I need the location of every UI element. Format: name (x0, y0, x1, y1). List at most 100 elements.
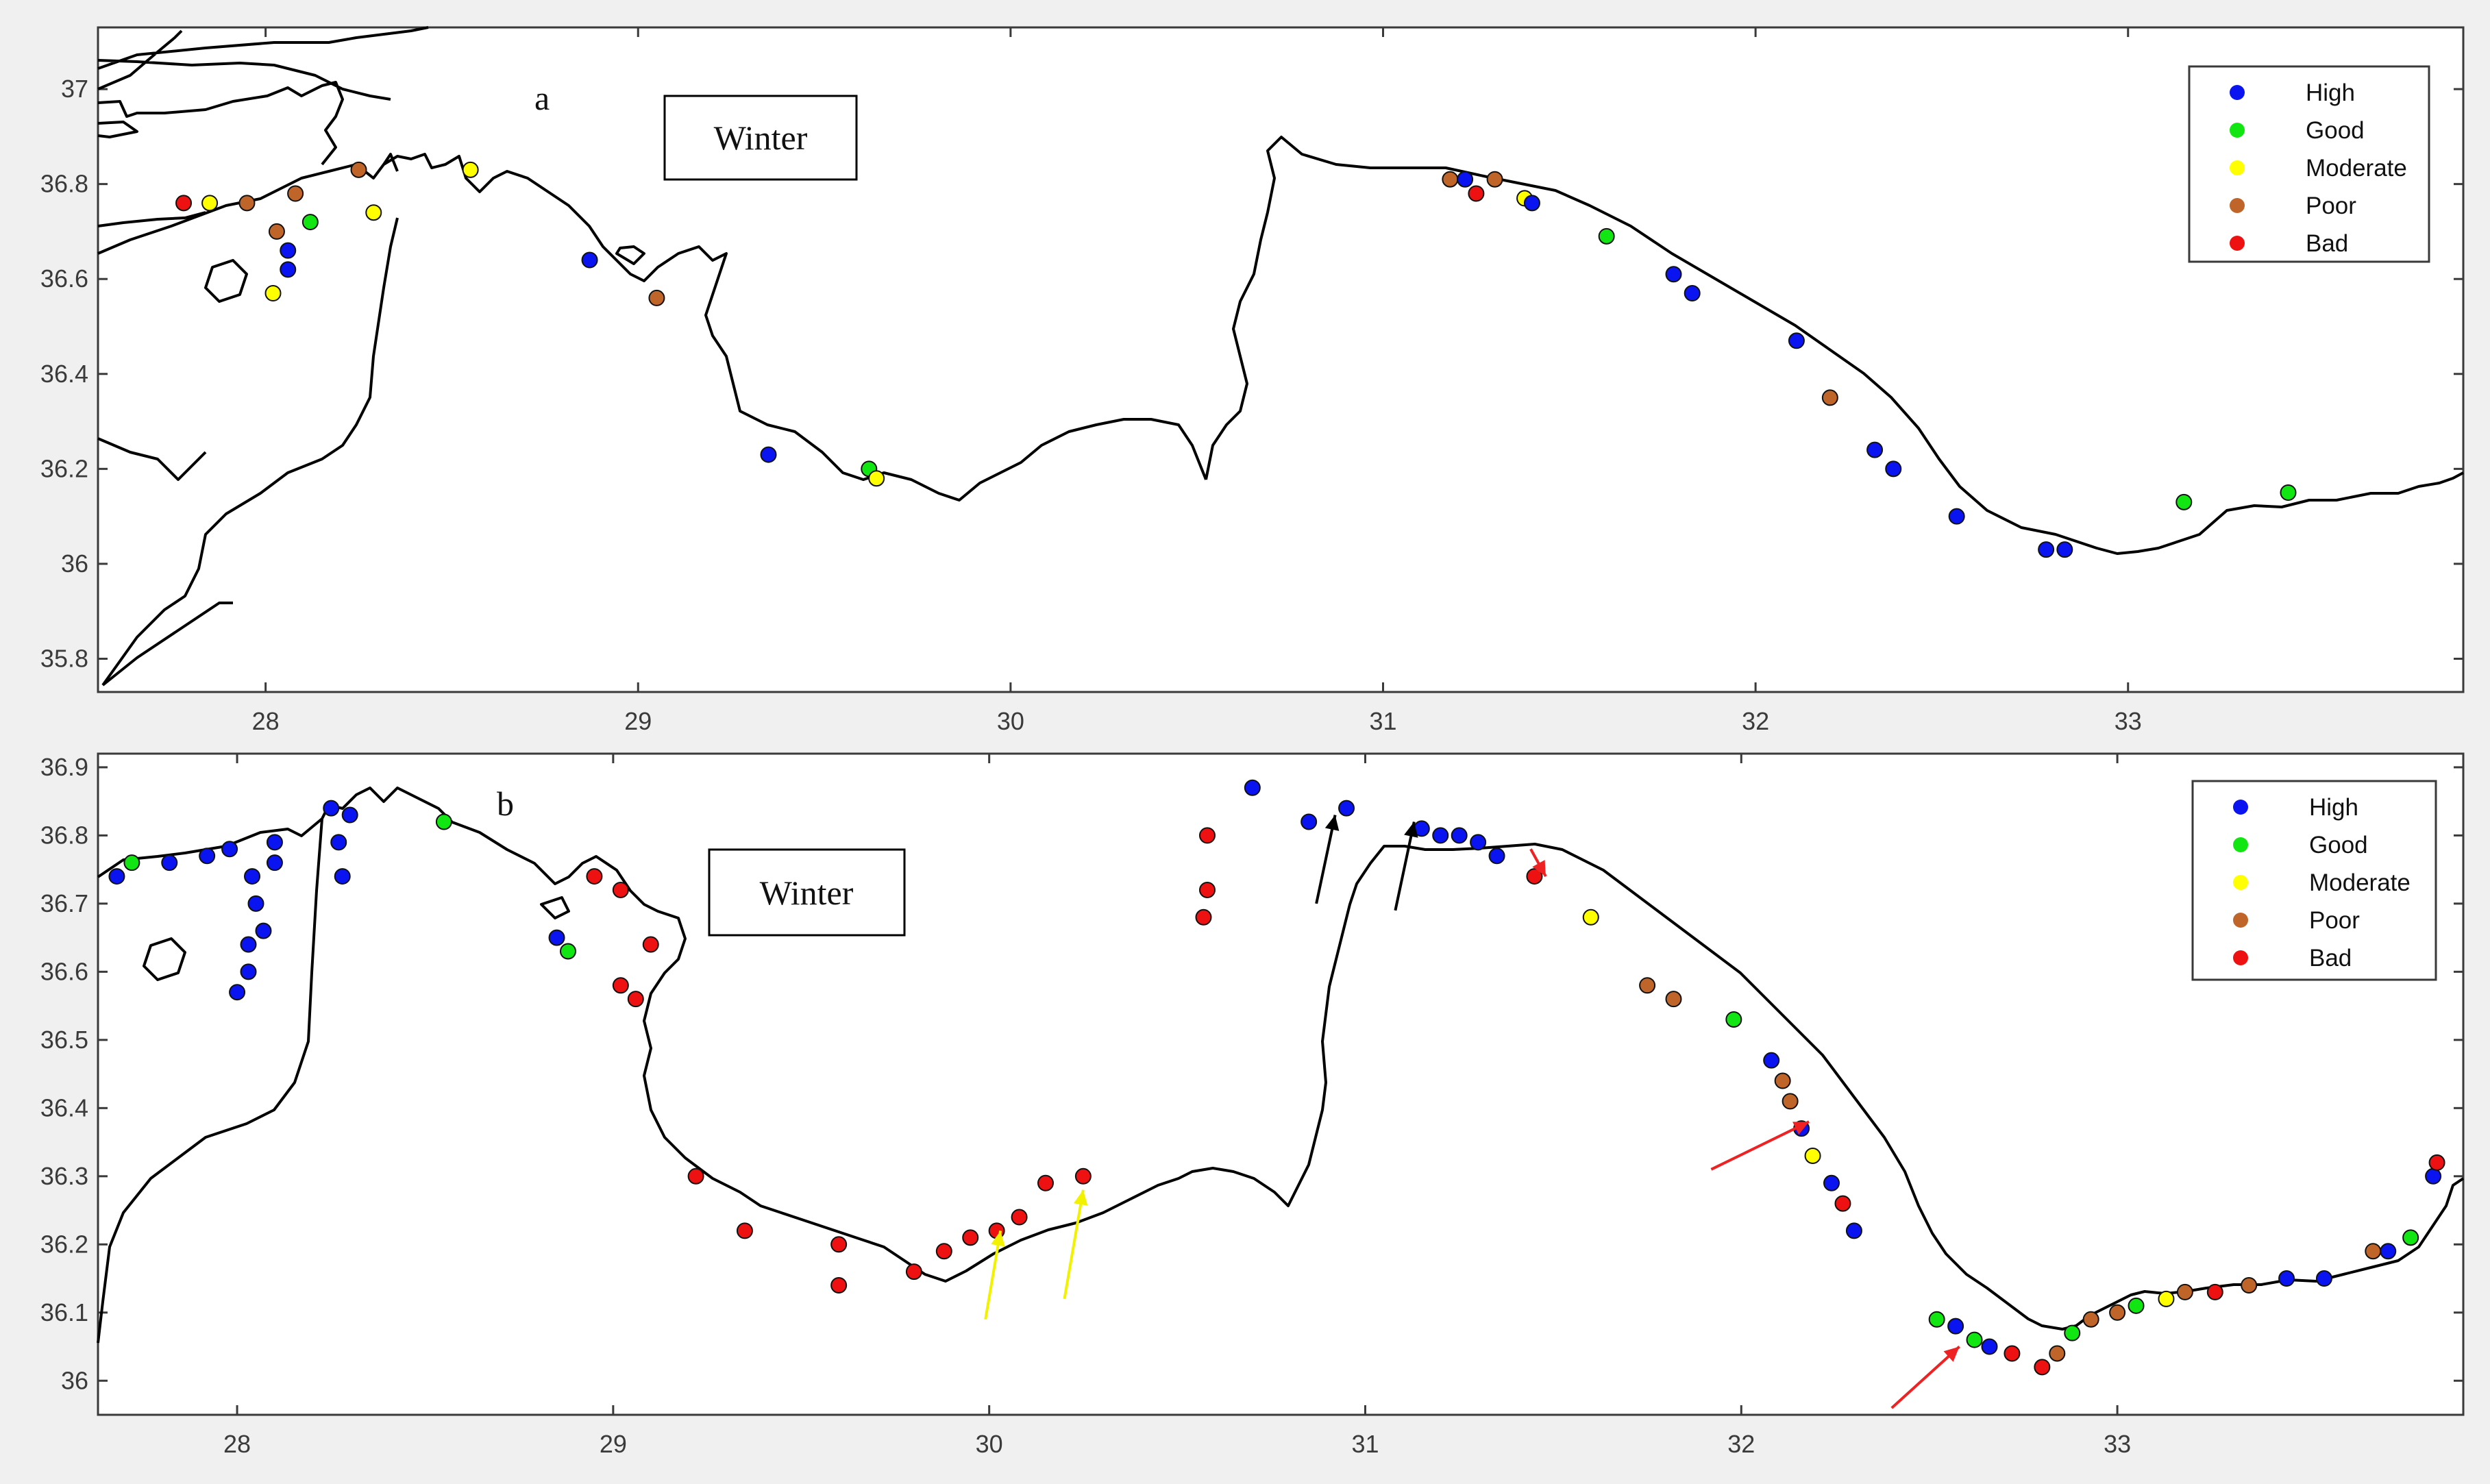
site-point-poor (238, 195, 256, 212)
annotation-arrow (1710, 1120, 1810, 1171)
y-tick-label: 35.8 (40, 645, 88, 673)
site-point-bad (2428, 1154, 2445, 1171)
site-point-high (1432, 827, 1449, 844)
site-point-high (229, 984, 246, 1001)
arrow-head (1532, 860, 1546, 877)
site-point-high (199, 848, 216, 865)
site-point-high (1488, 848, 1505, 865)
site-point-high (1788, 332, 1805, 349)
site-point-high (1338, 800, 1355, 817)
site-point-bad (935, 1243, 952, 1260)
site-point-moderate (1804, 1147, 1821, 1164)
site-point-bad (736, 1222, 753, 1239)
arrow-head (1073, 1189, 1088, 1206)
site-point-poor (1782, 1093, 1799, 1110)
site-point-moderate (868, 470, 885, 487)
site-point-poor (1639, 977, 1656, 994)
legend-label-bad: Bad (2309, 945, 2352, 972)
axis-ticks-a: 28 29 30 31 32 33 37 36.8 36.6 36.4 36.2 36 35.8 (40, 27, 2463, 735)
site-point-poor (2109, 1304, 2126, 1321)
site-point-high (108, 868, 125, 885)
x-tick-label: 30 (976, 1430, 1003, 1458)
legend-label-good: Good (2309, 832, 2368, 858)
site-point-poor (350, 161, 367, 178)
site-point-bad (1198, 827, 1216, 844)
legend-b: High Good Moderate Poor Bad (2191, 780, 2437, 981)
coastline-a (97, 26, 2464, 687)
site-point-bad (612, 881, 629, 898)
y-tick-label: 36.7 (40, 889, 88, 917)
site-point-high (2056, 541, 2073, 558)
peninsula-line-a (101, 217, 399, 687)
arrow-head (1324, 815, 1340, 831)
site-point-high (341, 806, 358, 824)
legend-swatch-poor (2230, 198, 2245, 213)
site-point-bad (2034, 1359, 2051, 1376)
site-point-moderate (264, 285, 282, 301)
map-panel-a: 28 29 30 31 32 33 37 36.8 36.6 36.4 36.2 36 35.8 a W… (40, 26, 2465, 735)
site-point-high (2315, 1270, 2332, 1287)
site-point-high (1823, 1174, 1840, 1191)
site-point-high (581, 251, 598, 269)
site-point-high (240, 936, 257, 953)
site-point-poor (1442, 171, 1459, 188)
site-point-good (2064, 1324, 2081, 1341)
legend-swatch-good (2233, 837, 2248, 852)
site-point-bad (962, 1229, 979, 1246)
peninsula-line-b (97, 818, 323, 1344)
annotation-arrow (1890, 1346, 1960, 1409)
site-point-poor (2176, 1283, 2193, 1300)
legend-label-bad: Bad (2306, 230, 2348, 257)
plot-area-b (97, 752, 2465, 1416)
site-point-high (1470, 834, 1487, 851)
season-box-frame-a (663, 95, 858, 181)
legend-swatch-high (2233, 800, 2248, 815)
site-point-good (1966, 1331, 1983, 1348)
site-point-moderate (365, 204, 382, 221)
site-point-poor (1665, 991, 1682, 1008)
site-point-poor (2365, 1243, 2382, 1260)
site-point-high (1866, 441, 1884, 458)
y-tick-label: 36.1 (40, 1298, 88, 1326)
season-box-frame-b (708, 848, 906, 937)
panel-label-b: b (497, 784, 514, 823)
site-point-good (1598, 227, 1615, 245)
annotation-arrow (1063, 1189, 1088, 1300)
annotation-arrow (1315, 815, 1340, 904)
site-point-bad (2004, 1345, 2021, 1362)
x-tick-label: 30 (997, 707, 1024, 735)
site-point-bad (175, 195, 193, 212)
coastline-main-a (97, 26, 2464, 687)
arrow-shaft (984, 1231, 1002, 1320)
site-point-high (1763, 1052, 1780, 1069)
site-point-poor (648, 289, 665, 306)
site-point-high (330, 834, 347, 851)
y-tick-label: 36.8 (40, 821, 88, 849)
site-point-high (266, 854, 283, 871)
site-point-high (266, 834, 283, 851)
arrow-shaft (1394, 821, 1416, 911)
site-point-high (244, 868, 261, 885)
legend-label-high: High (2309, 794, 2358, 821)
legend-swatch-poor (2233, 913, 2248, 928)
y-tick-label: 36.6 (40, 264, 88, 293)
y-tick-label: 36.4 (40, 360, 88, 388)
y-tick-label: 36 (61, 549, 88, 578)
site-point-high (1451, 827, 1468, 844)
site-point-high (1845, 1222, 1862, 1239)
site-point-bad (1526, 868, 1543, 885)
site-point-high (548, 929, 565, 946)
site-point-good (560, 943, 577, 960)
legend-frame-a (2188, 65, 2430, 263)
site-point-bad (905, 1263, 922, 1281)
site-point-good (301, 214, 319, 231)
legend-a: High Good Moderate Poor Bad (2188, 65, 2430, 263)
legend-label-good: Good (2306, 117, 2365, 144)
site-point-good (2128, 1297, 2145, 1314)
site-point-poor (268, 223, 285, 240)
y-tick-label: 36.5 (40, 1026, 88, 1054)
site-point-moderate (2158, 1290, 2175, 1307)
site-point-high (161, 854, 178, 871)
site-point-bad (687, 1167, 704, 1185)
arrow-head (1792, 1122, 1810, 1135)
